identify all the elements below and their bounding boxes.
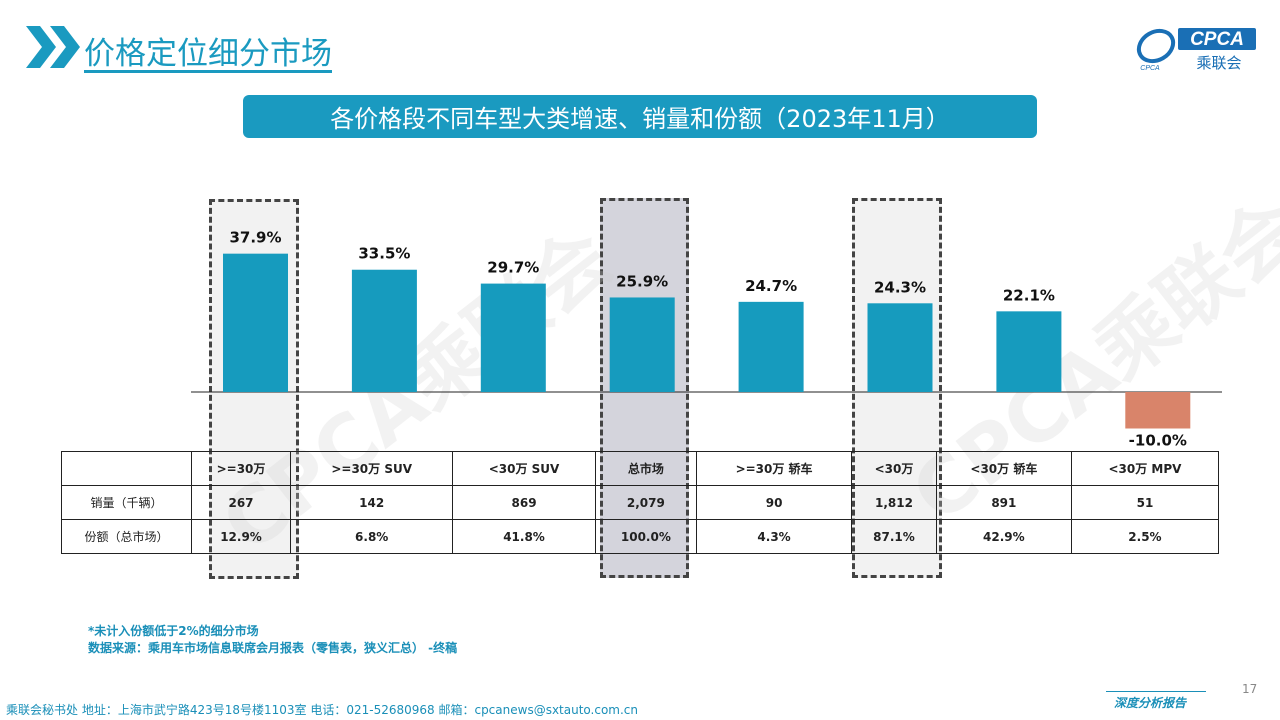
table-header-cell-6: <30万 轿车 [935, 451, 1072, 486]
bar-2 [480, 283, 546, 392]
bar-5 [867, 303, 933, 392]
footnotes: *未计入份额低于2%的细分市场 数据来源：乘用车市场信息联席会月报表（零售表，狭… [88, 623, 457, 657]
page-number: 17 [1242, 682, 1258, 696]
note-line-2: 数据来源：乘用车市场信息联席会月报表（零售表，狭义汇总） -终稿 [88, 641, 458, 655]
table-header-row: >=30万 >=30万 SUV <30万 SUV 总市场 >=30万 轿车 <30万 <30… [61, 451, 1220, 486]
table-cell: 4.3% [696, 519, 853, 554]
table-header-cell-7: <30万 MPV [1070, 451, 1220, 486]
data-table: >=30万 >=30万 SUV <30万 SUV 总市场 >=30万 轿车 <30万 <30… [61, 451, 1220, 554]
bar-3 [609, 297, 675, 392]
table-cell: 42.9% [935, 519, 1072, 554]
bar-7 [1125, 392, 1191, 429]
table-cell: 2,079 [594, 485, 698, 520]
table-header-cell-1: >=30万 SUV [290, 451, 454, 486]
table-row-label: 份额（总市场） [61, 519, 192, 554]
bar-1 [351, 269, 417, 392]
table-cell: 2.5% [1070, 519, 1220, 554]
note-line-1: *未计入份额低于2%的细分市场 [88, 624, 259, 638]
data-label-4: 24.7% [745, 277, 797, 295]
table-row: 份额（总市场） 12.9% 6.8% 41.8% 100.0% 4.3% 87.1% 42.9… [61, 519, 1220, 554]
table-cell: 41.8% [452, 519, 596, 554]
table-cell: 6.8% [290, 519, 454, 554]
bar-6 [996, 311, 1062, 392]
table-cell: 142 [290, 485, 454, 520]
bar-4 [738, 301, 804, 392]
table-corner-cell [61, 451, 192, 486]
data-label-5: 24.3% [874, 278, 926, 296]
table-cell: 90 [696, 485, 853, 520]
data-label-6: 22.1% [1003, 286, 1055, 304]
data-label-1: 33.5% [358, 245, 410, 263]
table-row-label: 销量（千辆） [61, 485, 192, 520]
data-label-7: -10.0% [1129, 432, 1187, 450]
data-label-2: 29.7% [487, 259, 539, 277]
footer-contact: 乘联会秘书处 地址：上海市武宁路423号18号楼1103室 电话：021-526… [6, 703, 639, 717]
table-cell: 869 [452, 485, 596, 520]
table-header-cell-3: 总市场 [594, 451, 698, 486]
table-cell: 100.0% [594, 519, 698, 554]
logo-text: CPCA [1190, 29, 1244, 50]
bar-0 [223, 253, 288, 392]
cpca-logo-icon: CPCA 乘联会 CPCA [1136, 28, 1256, 72]
data-label-0: 37.9% [229, 229, 281, 247]
table-cell: 51 [1070, 485, 1220, 520]
table-cell: 87.1% [851, 519, 937, 554]
table-cell: 267 [190, 485, 292, 520]
page-title: 价格定位细分市场 [84, 36, 332, 72]
chevron-icon [26, 26, 80, 68]
logo-subtext: 乘联会 [1196, 54, 1241, 72]
table-cell: 1,812 [851, 485, 937, 520]
table-header-cell-0: >=30万 [190, 451, 292, 486]
table-cell: 891 [935, 485, 1072, 520]
data-labels-group: 37.9% 33.5% 29.7% 25.9% 24.7% 24.3% 22.1% -10.0… [229, 229, 1186, 450]
table-row: 销量（千辆） 267 142 869 2,079 90 1,812 891 51 [61, 485, 1220, 520]
table-header-cell-4: >=30万 轿车 [696, 451, 853, 486]
table-header-cell-5: <30万 [851, 451, 937, 486]
data-label-3: 25.9% [616, 272, 668, 290]
chart-title: 各价格段不同车型大类增速、销量和份额（2023年11月） [330, 105, 950, 133]
report-type-label: 深度分析报告 [1114, 696, 1187, 710]
table-header-cell-2: <30万 SUV [452, 451, 596, 486]
table-cell: 12.9% [190, 519, 292, 554]
chart-title-banner: 各价格段不同车型大类增速、销量和份额（2023年11月） [243, 95, 1037, 138]
logo-small-text: CPCA [1140, 65, 1160, 72]
footer: 乘联会秘书处 地址：上海市武宁路423号18号楼1103室 电话：021-526… [0, 697, 1280, 720]
footer-divider [1106, 691, 1206, 692]
bars-group [223, 253, 1191, 429]
